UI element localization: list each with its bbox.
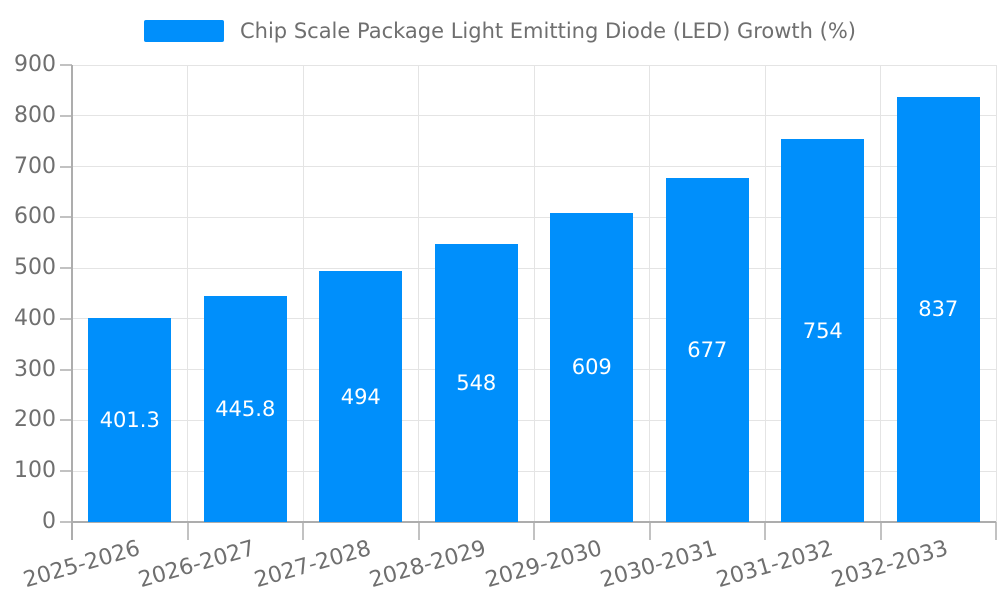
bar-2027-2028[interactable]: 494 <box>319 271 403 522</box>
y-axis-tick <box>60 521 72 523</box>
x-axis-tick <box>764 522 766 540</box>
y-axis-label: 400 <box>14 305 56 331</box>
x-axis-tick <box>648 522 651 540</box>
x-gridline <box>995 65 997 522</box>
bar-value-label: 494 <box>340 384 381 409</box>
y-axis-tick <box>60 64 72 66</box>
y-axis-label: 300 <box>14 356 56 382</box>
y-axis-label: 800 <box>14 102 56 128</box>
y-axis-tick <box>60 267 72 270</box>
y-axis-label: 200 <box>14 407 56 433</box>
y-axis-tick <box>60 216 72 219</box>
bar-value-label: 609 <box>571 355 612 380</box>
bar-2025-2026[interactable]: 401.3 <box>88 318 172 522</box>
x-gridline <box>880 65 881 522</box>
bar-2032-2033[interactable]: 837 <box>896 96 980 522</box>
bar-value-label: 548 <box>456 370 497 395</box>
x-gridline <box>764 65 766 522</box>
y-axis-label: 500 <box>14 255 56 281</box>
x-gridline <box>187 65 188 522</box>
x-axis-line <box>72 521 996 523</box>
bar-value-label: 445.8 <box>215 396 276 421</box>
bar-value-label: 837 <box>918 297 959 322</box>
bar-2028-2029[interactable]: 548 <box>434 243 518 522</box>
x-axis-tick <box>995 522 997 540</box>
y-axis-tick <box>60 114 72 117</box>
bar-2026-2027[interactable]: 445.8 <box>203 295 287 522</box>
y-axis-label: 0 <box>42 509 56 534</box>
x-gridline <box>302 65 304 522</box>
x-axis-tick <box>302 522 304 540</box>
x-axis-tick <box>879 522 882 540</box>
x-axis-tick <box>186 522 189 540</box>
bar-value-label: 754 <box>802 318 843 343</box>
y-axis-tick <box>60 317 72 320</box>
y-axis-tick <box>60 470 72 473</box>
bar-2031-2032[interactable]: 754 <box>781 139 865 522</box>
y-axis-label: 600 <box>14 204 56 230</box>
bar-2030-2031[interactable]: 677 <box>665 178 749 522</box>
legend-item[interactable]: Chip Scale Package Light Emitting Diode … <box>0 19 1000 43</box>
y-axis-label: 900 <box>14 52 56 77</box>
y-axis-line <box>71 65 73 540</box>
x-gridline <box>533 65 535 522</box>
y-axis-label: 100 <box>14 458 56 484</box>
y-axis-tick <box>60 165 72 168</box>
y-axis-tick <box>60 368 72 371</box>
x-gridline <box>649 65 650 522</box>
legend-label: Chip Scale Package Light Emitting Diode … <box>240 19 856 43</box>
bar-value-label: 401.3 <box>99 408 160 433</box>
legend-marker <box>144 20 224 42</box>
y-axis-tick <box>60 419 72 422</box>
x-gridline <box>418 65 419 522</box>
x-axis-tick <box>417 522 420 540</box>
bar-value-label: 677 <box>687 338 728 363</box>
x-axis-tick <box>533 522 535 540</box>
bar-2029-2030[interactable]: 609 <box>550 212 634 522</box>
y-axis-label: 700 <box>14 153 56 179</box>
